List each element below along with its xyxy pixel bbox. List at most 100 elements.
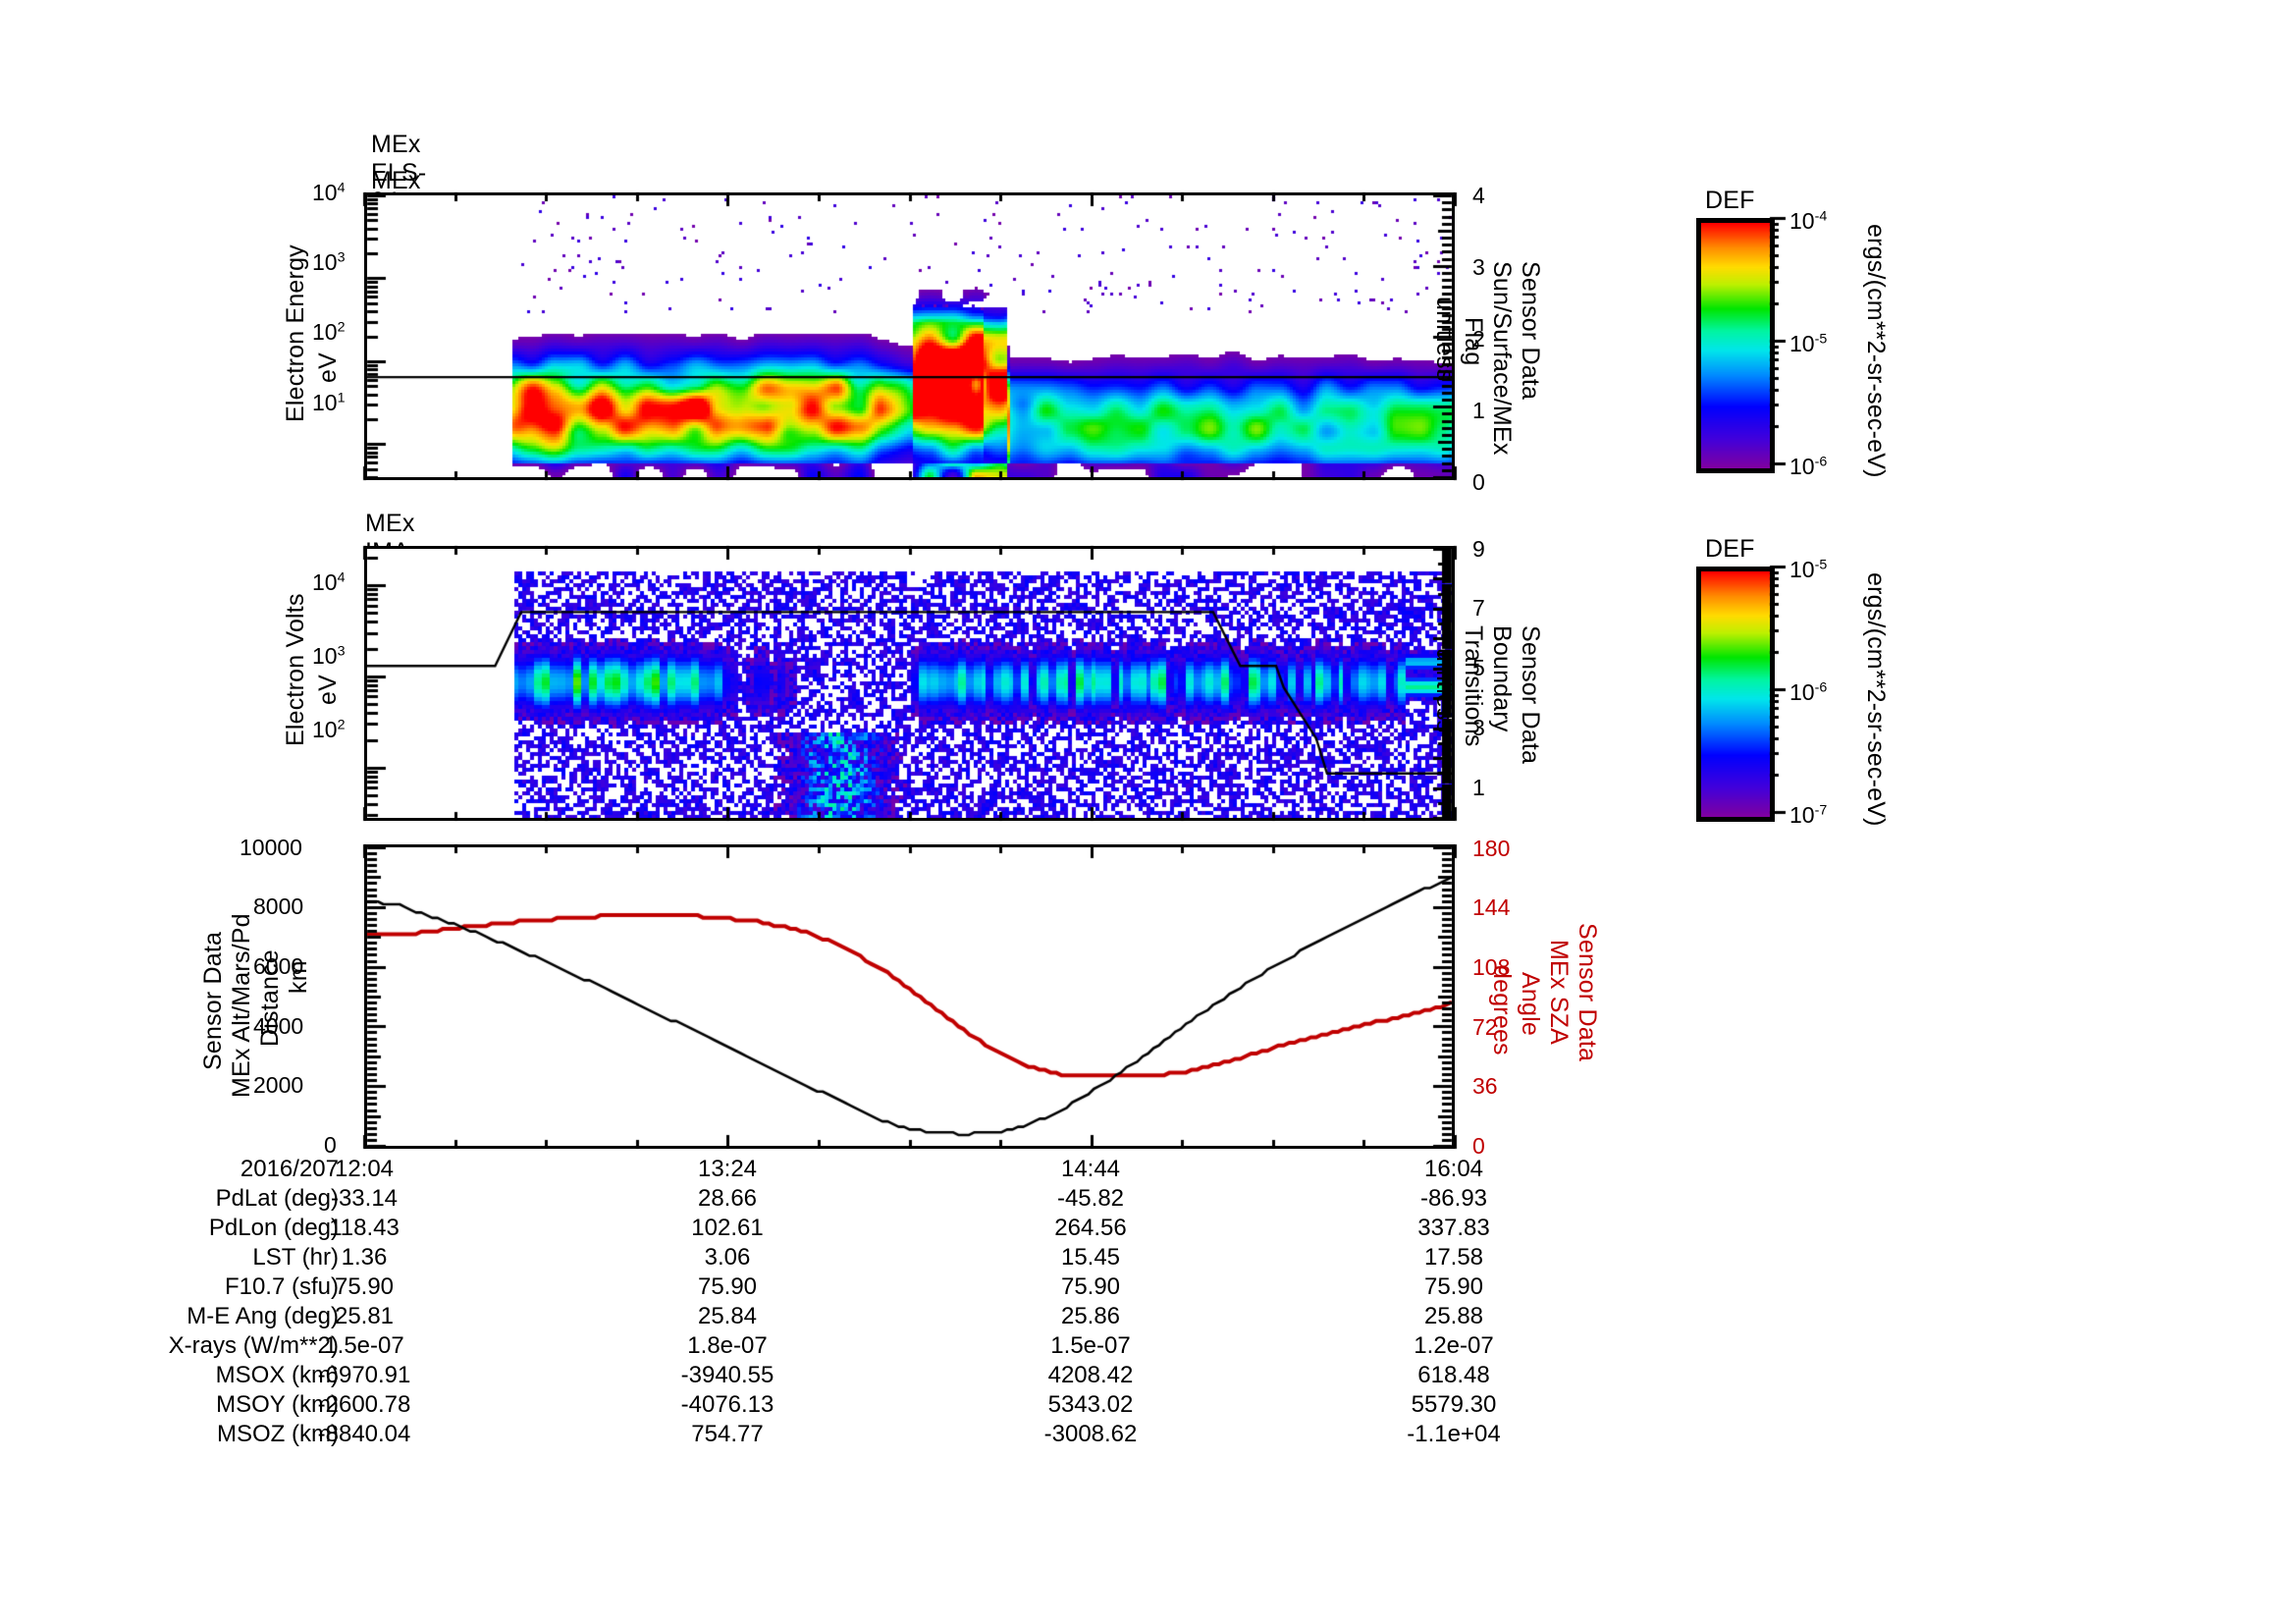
panel1-ytick-1e4-exp: 4	[337, 180, 346, 196]
panel2-plot-frame	[364, 546, 1455, 821]
table-cell: 118.43	[329, 1215, 400, 1241]
panel1-y-left-label: Electron Energy	[282, 244, 310, 422]
panel1-y-left-units-text: eV	[314, 352, 342, 383]
panel3-y-left-label-4: km	[285, 960, 312, 994]
colorbar-1-tick-mid: 10-5	[1789, 331, 1827, 357]
table-cell: 28.66	[697, 1185, 758, 1212]
panel2-y-right-label-4: unitless	[1431, 648, 1459, 733]
table-cell: 75.90	[334, 1273, 395, 1300]
panel2-ytick-right-1: 1	[1472, 775, 1485, 800]
table-cell: 264.56	[1054, 1215, 1127, 1241]
table-cell: 1.5e-07	[1050, 1332, 1131, 1359]
panel3-ytick-right-144: 144	[1472, 894, 1511, 920]
colorbar-2-tick-bot-exp: -7	[1814, 802, 1828, 819]
colorbar-2-tick-bot: 10-7	[1789, 802, 1827, 829]
table-cell: -2600.78	[317, 1391, 411, 1418]
colorbar-2-tick-mid-exp: -6	[1814, 679, 1828, 696]
table-cell: -3008.62	[1043, 1421, 1138, 1447]
panel2-y-left-label-text: Electron Volts	[282, 593, 309, 746]
panel1-flag-overlay	[367, 195, 1452, 477]
panel2-y-right-label-1: Sensor Data	[1517, 625, 1544, 765]
panel1-y-right-label-2: Sun/Surface/MEx	[1488, 261, 1516, 456]
panel1-ytick-1e1-mantissa: 10	[312, 390, 338, 415]
colorbar-1-tick-top: 10-4	[1789, 208, 1827, 235]
panel2-y-right-label-3: Transitions	[1460, 625, 1487, 747]
panel2-y-left-units-text: eV	[314, 675, 342, 705]
colorbar-2-tick-mid-mantissa: 10	[1789, 679, 1815, 705]
panel1-ytick-right-4: 4	[1472, 183, 1485, 208]
table-cell: 25.81	[334, 1303, 395, 1329]
panel1-ytick-right-1: 1	[1472, 398, 1485, 423]
table-cell: -6970.91	[317, 1362, 411, 1388]
table-cell: 17.58	[1423, 1244, 1484, 1271]
panel3-ytick-2000: 2000	[253, 1072, 304, 1098]
panel1-ytick-1e2-mantissa: 10	[312, 319, 338, 345]
table-cell: -3940.55	[680, 1362, 774, 1388]
colorbar-1-tick-top-exp: -4	[1814, 208, 1828, 225]
panel3-y-right-label-1: Sensor Data	[1574, 923, 1601, 1062]
table-cell: 15.45	[1060, 1244, 1121, 1271]
panel1-ytick-1e3: 103	[312, 249, 346, 276]
colorbar-2-tick-bot-mantissa: 10	[1789, 802, 1815, 828]
panel3-ytick-right-180: 180	[1472, 836, 1511, 861]
panel2-ytick-1e4-mantissa: 10	[312, 569, 338, 595]
table-cell: 25.88	[1423, 1303, 1484, 1329]
colorbar-1-tick-mid-exp: -5	[1814, 331, 1828, 348]
panel1-ytick-1e4: 104	[312, 180, 346, 206]
colorbar-1-tick-bot: 10-6	[1789, 454, 1827, 480]
panel2-ytick-1e4-exp: 4	[337, 569, 346, 586]
panel3-y-right-label-4: degrees	[1488, 965, 1516, 1055]
panel2-y-right-label-2: Boundary	[1488, 625, 1516, 732]
table-cell: 3.06	[704, 1244, 751, 1271]
panel3-y-right-label-3: Angle	[1517, 972, 1544, 1036]
table-cell: 25.84	[697, 1303, 758, 1329]
colorbar-1-unit: ergs/(cm**2-sr-sec-eV)	[1862, 224, 1890, 478]
table-cell: 1.5e-07	[324, 1332, 404, 1359]
table-cell: 754.77	[691, 1421, 764, 1447]
panel2-ytick-right-7: 7	[1472, 595, 1485, 621]
colorbar-2-tick-top-mantissa: 10	[1789, 557, 1815, 582]
panel1-ytick-right-3: 3	[1472, 254, 1485, 280]
table-cell: 1.36	[341, 1244, 388, 1271]
colorbar-2-gradient	[1696, 567, 1775, 822]
table-cell: 75.90	[697, 1273, 758, 1300]
panel3-y-left-label-3: Distance	[256, 949, 284, 1047]
panel1-ytick-1e2-exp: 2	[337, 319, 346, 336]
table-cell: 102.61	[691, 1215, 764, 1241]
panel1-y-right-label-3: Flag	[1460, 317, 1487, 366]
panel1-ytick-1e1: 101	[312, 390, 346, 416]
panel1-y-right-label-4: unitless	[1431, 297, 1459, 382]
panel3-line-canvas	[367, 847, 1452, 1146]
panel1-ytick-1e3-mantissa: 10	[312, 249, 338, 275]
table-cell: 1.8e-07	[687, 1332, 768, 1359]
table-cell: 5579.30	[1411, 1391, 1497, 1418]
table-cell: 14:44	[1060, 1156, 1121, 1182]
panel1-ytick-right-0: 0	[1472, 469, 1485, 495]
panel1-y-left-label-text: Electron Energy	[282, 244, 309, 422]
colorbar-2-tick-top: 10-5	[1789, 557, 1827, 583]
panel3-y-left-label-2: MEx Alt/Mars/Pd	[228, 913, 255, 1098]
table-cell: 4208.42	[1047, 1362, 1134, 1388]
panel2-ytick-1e2-mantissa: 10	[312, 717, 338, 742]
table-cell: 618.48	[1417, 1362, 1490, 1388]
panel3-y-right-label-2: MEx SZA	[1545, 940, 1573, 1045]
colorbar-1-title: DEF	[1705, 187, 1755, 214]
panel2-ytick-1e3-exp: 3	[337, 643, 346, 660]
table-cell: -1.1e+04	[1407, 1421, 1501, 1447]
table-cell: 16:04	[1423, 1156, 1484, 1182]
panel3-y-left-label-1: Sensor Data	[199, 931, 227, 1070]
colorbar-2-tick-top-exp: -5	[1814, 557, 1828, 573]
panel1-ytick-1e1-exp: 1	[337, 390, 346, 406]
table-cell: 75.90	[1423, 1273, 1484, 1300]
table-cell: 12:04	[334, 1156, 395, 1182]
table-cell: -45.82	[1056, 1185, 1125, 1212]
colorbar-1-tick-bot-exp: -6	[1814, 454, 1828, 470]
table-cell: -4076.13	[680, 1391, 774, 1418]
table-cell: 25.86	[1060, 1303, 1121, 1329]
table-cell: 5343.02	[1047, 1391, 1134, 1418]
colorbar-2-unit: ergs/(cm**2-sr-sec-eV)	[1862, 572, 1890, 827]
panel3-plot-frame	[364, 844, 1455, 1149]
colorbar-1-tick-top-mantissa: 10	[1789, 208, 1815, 234]
table-cell: -8840.04	[317, 1421, 411, 1447]
colorbar-1-tick-mid-mantissa: 10	[1789, 331, 1815, 356]
